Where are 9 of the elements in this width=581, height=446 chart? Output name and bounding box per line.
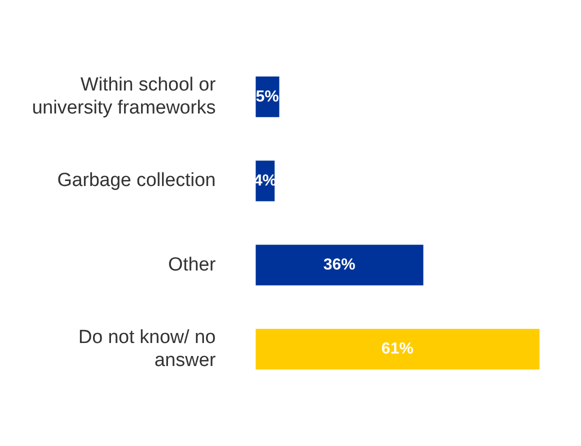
data-label: 5% bbox=[256, 88, 279, 106]
y-tick-label: Do not know/ no answer bbox=[78, 326, 216, 371]
y-tick-label: Other bbox=[168, 254, 216, 276]
data-label: 36% bbox=[323, 256, 356, 274]
bar bbox=[256, 244, 424, 286]
y-tick-label: Garbage collection bbox=[57, 170, 216, 192]
data-label: 61% bbox=[381, 340, 414, 358]
y-tick-label: Within school or university frameworks bbox=[32, 74, 216, 118]
bar bbox=[256, 328, 540, 370]
